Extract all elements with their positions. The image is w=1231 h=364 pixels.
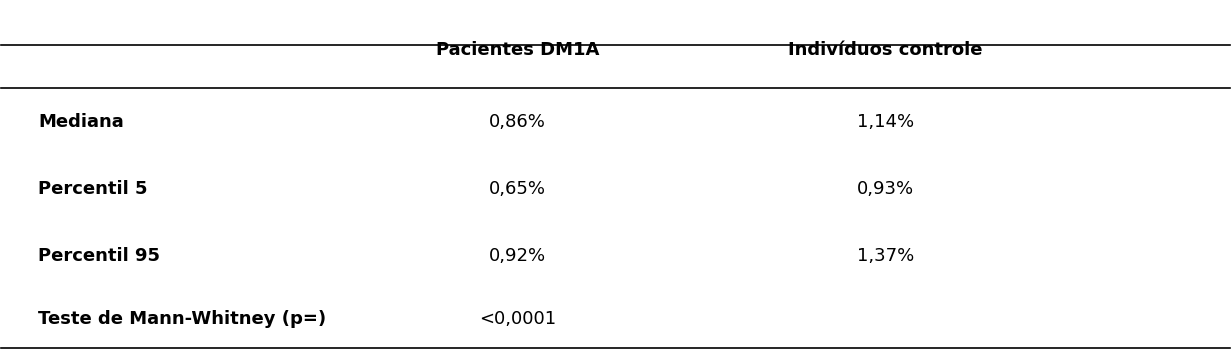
Text: <0,0001: <0,0001 — [479, 310, 556, 328]
Text: 0,65%: 0,65% — [489, 180, 545, 198]
Text: Teste de Mann-Whitney (p=): Teste de Mann-Whitney (p=) — [38, 310, 326, 328]
Text: Mediana: Mediana — [38, 114, 124, 131]
Text: 1,14%: 1,14% — [857, 114, 915, 131]
Text: 1,37%: 1,37% — [857, 247, 915, 265]
Text: Percentil 5: Percentil 5 — [38, 180, 148, 198]
Text: 0,92%: 0,92% — [489, 247, 545, 265]
Text: 0,93%: 0,93% — [857, 180, 915, 198]
Text: Indivíduos controle: Indivíduos controle — [789, 41, 984, 59]
Text: Pacientes DM1A: Pacientes DM1A — [436, 41, 599, 59]
Text: Percentil 95: Percentil 95 — [38, 247, 160, 265]
Text: 0,86%: 0,86% — [489, 114, 545, 131]
